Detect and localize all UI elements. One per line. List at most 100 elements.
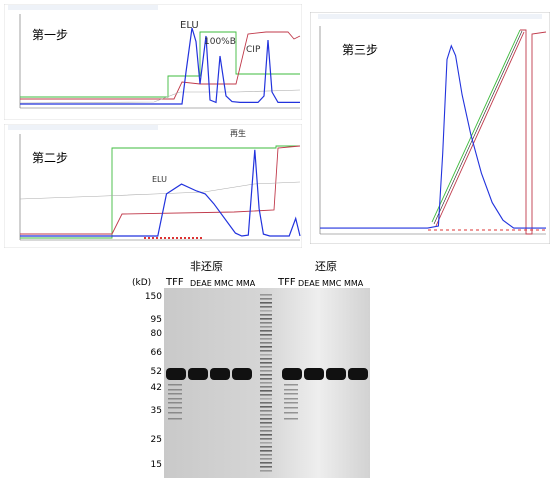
ladder-band	[260, 438, 272, 440]
tff-impurity-band	[168, 402, 182, 404]
marker-kd-label: 80	[150, 329, 162, 339]
gradient-line	[431, 29, 521, 223]
ladder-band	[260, 338, 272, 340]
marker-kd-label: 35	[150, 406, 162, 416]
lane-label-mma: MMA	[344, 279, 364, 288]
ladder-band	[260, 446, 272, 448]
kd-label: (kD)	[132, 278, 152, 288]
group-label-reducing: 还原	[315, 260, 337, 273]
ladder-band	[260, 350, 272, 352]
legend-bar	[8, 5, 158, 10]
protein-band	[188, 368, 208, 380]
marker-kd-label: 42	[150, 383, 162, 393]
ladder-band	[260, 470, 272, 472]
ladder-band	[260, 454, 272, 456]
ladder-band	[260, 462, 272, 464]
ladder-band	[260, 310, 272, 312]
marker-kd-label: 25	[150, 435, 162, 445]
ladder-band	[260, 386, 272, 388]
tff-impurity-band	[284, 407, 298, 409]
lane-label-mma: MMA	[236, 279, 256, 288]
ladder-band	[260, 342, 272, 344]
conductivity-line	[435, 31, 525, 227]
ladder-band	[260, 346, 272, 348]
lane-label-tff: TFF	[166, 277, 184, 288]
marker-lane	[260, 294, 272, 472]
tff-impurity-band	[284, 412, 298, 414]
ladder-band	[260, 330, 272, 332]
lane-label-tff: TFF	[278, 277, 296, 288]
legend-bar	[318, 14, 542, 19]
tff-impurity-band	[284, 393, 298, 395]
tff-impurity-band	[284, 389, 298, 391]
chromatogram-step1: 第一步 ELU 100%B CIP	[4, 4, 302, 120]
tff-impurity-band	[168, 412, 182, 414]
lane-label-mmc: MMC	[322, 279, 342, 288]
step-label: 第一步	[32, 28, 68, 42]
ladder-band	[260, 406, 272, 408]
legend-bar	[8, 125, 158, 130]
uv-trace	[20, 149, 301, 237]
ladder-band	[260, 434, 272, 436]
marker-kd-label: 95	[150, 315, 162, 325]
ladder-band	[260, 398, 272, 400]
ladder-band	[260, 410, 272, 412]
peak-label-cip: CIP	[246, 45, 261, 55]
ladder-band	[260, 450, 272, 452]
ladder-band	[260, 322, 272, 324]
ladder-band	[260, 314, 272, 316]
tff-impurity-band	[168, 384, 182, 386]
ladder-band	[260, 318, 272, 320]
gel-image	[164, 288, 370, 478]
ladder-band	[260, 294, 272, 296]
lane-label-deae: DEAE	[298, 279, 320, 288]
tff-impurity-band	[168, 398, 182, 400]
ladder-band	[260, 390, 272, 392]
ladder-band	[260, 326, 272, 328]
ladder-band	[260, 298, 272, 300]
ladder-band	[260, 334, 272, 336]
tff-impurity-band	[284, 418, 298, 420]
marker-kd-label: 15	[150, 460, 162, 470]
ladder-band	[260, 418, 272, 420]
conductivity-line	[20, 145, 301, 235]
ladder-band	[260, 414, 272, 416]
chromatogram-step2: 第二步 ELU 再生	[4, 124, 302, 248]
ladder-band	[260, 374, 272, 376]
ladder-band	[260, 358, 272, 360]
tff-impurity-band	[168, 418, 182, 420]
uv-trace	[320, 44, 546, 229]
ladder-band	[260, 430, 272, 432]
step-label: 第二步	[32, 151, 68, 165]
ladder-band	[260, 378, 272, 380]
ladder-band	[260, 422, 272, 424]
ladder-band	[260, 466, 272, 468]
peak-label-100b: 100%B	[204, 37, 236, 47]
protein-band	[348, 368, 368, 380]
tff-impurity-band	[168, 389, 182, 391]
ladder-band	[260, 426, 272, 428]
sds-page-gel-section: 非还原 还原 (kD) TFF DEAE MMC MMA TFF DEAE MM…	[130, 258, 390, 480]
peak-label-elu: ELU	[180, 20, 199, 31]
ladder-band	[260, 370, 272, 372]
peak-label-regeneration: 再生	[230, 128, 246, 138]
ladder-band	[260, 394, 272, 396]
protein-band	[282, 368, 302, 380]
ladder-band	[260, 402, 272, 404]
lane-label-mmc: MMC	[214, 279, 234, 288]
gradient-line	[20, 145, 300, 239]
ladder-band	[260, 362, 272, 364]
chromatogram-step3: 第三步	[310, 12, 550, 244]
protein-band	[166, 368, 186, 380]
step-label: 第三步	[342, 43, 378, 57]
peak-label-elu: ELU	[152, 175, 167, 184]
ladder-band	[260, 306, 272, 308]
marker-kd-label: 150	[144, 292, 162, 302]
protein-band	[326, 368, 346, 380]
group-label-nonreducing: 非还原	[190, 260, 223, 273]
ladder-band	[260, 442, 272, 444]
uv-trace	[20, 27, 300, 105]
gradient-line	[20, 31, 300, 98]
protein-band	[232, 368, 252, 380]
conductivity-line	[20, 31, 301, 100]
